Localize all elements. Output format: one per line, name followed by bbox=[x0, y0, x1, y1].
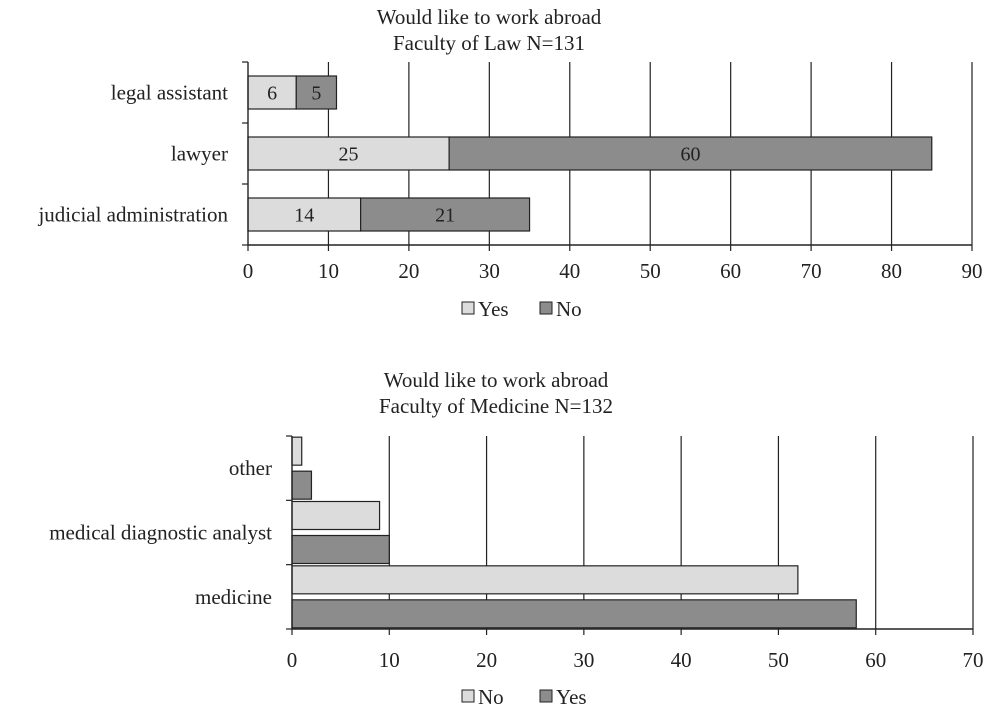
category-label: lawyer bbox=[171, 142, 228, 166]
bar-yes-0 bbox=[291, 470, 313, 500]
legend-label: No bbox=[478, 685, 504, 709]
x-tick-label: 10 bbox=[318, 259, 339, 283]
law-chart: Would like to work abroad Faculty of Law… bbox=[37, 5, 982, 321]
x-tick-label: 0 bbox=[287, 648, 298, 672]
x-tick-label: 50 bbox=[768, 648, 789, 672]
chart-subtitle: Faculty of Law N=131 bbox=[393, 31, 585, 55]
legend: No Yes bbox=[461, 685, 587, 709]
x-tick-label: 60 bbox=[720, 259, 741, 283]
bar-yes-2 bbox=[291, 599, 857, 629]
legend-label: Yes bbox=[478, 297, 509, 321]
data-label: 5 bbox=[311, 83, 321, 105]
x-tick-label: 90 bbox=[962, 259, 983, 283]
category-label: medical diagnostic analyst bbox=[49, 521, 272, 545]
x-tick-label: 30 bbox=[479, 259, 500, 283]
data-label: 14 bbox=[294, 205, 314, 227]
chart-title: Would like to work abroad bbox=[377, 5, 602, 29]
x-tick-label: 0 bbox=[243, 259, 254, 283]
x-tick-label: 30 bbox=[573, 648, 594, 672]
legend-swatch bbox=[539, 301, 553, 315]
category-label: judicial administration bbox=[37, 203, 228, 227]
bar-no-0 bbox=[291, 436, 303, 466]
x-tick-label: 40 bbox=[671, 648, 692, 672]
x-tick-label: 20 bbox=[398, 259, 419, 283]
chart-title: Would like to work abroad bbox=[384, 368, 609, 392]
data-label: 25 bbox=[339, 144, 359, 166]
legend-label: No bbox=[556, 297, 582, 321]
bar-no-0 bbox=[295, 75, 338, 110]
x-tick-label: 20 bbox=[476, 648, 497, 672]
data-label: 6 bbox=[267, 83, 277, 105]
bar-no-2 bbox=[360, 197, 531, 232]
x-tick-label: 70 bbox=[801, 259, 822, 283]
bar-yes-2 bbox=[247, 197, 362, 232]
data-label: 21 bbox=[435, 205, 455, 227]
bar-no-1 bbox=[291, 500, 381, 531]
legend-swatch bbox=[461, 301, 475, 315]
x-tick-label: 80 bbox=[881, 259, 902, 283]
legend: Yes No bbox=[461, 297, 582, 321]
x-tick-label: 70 bbox=[963, 648, 984, 672]
category-label: medicine bbox=[195, 585, 272, 609]
data-label: 60 bbox=[680, 144, 700, 166]
x-tick-label: 40 bbox=[559, 259, 580, 283]
x-tick-label: 60 bbox=[865, 648, 886, 672]
legend-swatch bbox=[539, 689, 553, 703]
bar-no-1 bbox=[448, 136, 933, 171]
legend-label: Yes bbox=[556, 685, 587, 709]
x-tick-label: 10 bbox=[379, 648, 400, 672]
bar-yes-1 bbox=[291, 534, 390, 565]
medicine-chart: Would like to work abroad Faculty of Med… bbox=[49, 368, 983, 709]
category-label: legal assistant bbox=[111, 81, 228, 105]
x-tick-label: 50 bbox=[640, 259, 661, 283]
chart-subtitle: Faculty of Medicine N=132 bbox=[379, 394, 613, 418]
category-label: other bbox=[229, 456, 272, 480]
bar-no-2 bbox=[291, 565, 799, 595]
legend-swatch bbox=[461, 689, 475, 703]
